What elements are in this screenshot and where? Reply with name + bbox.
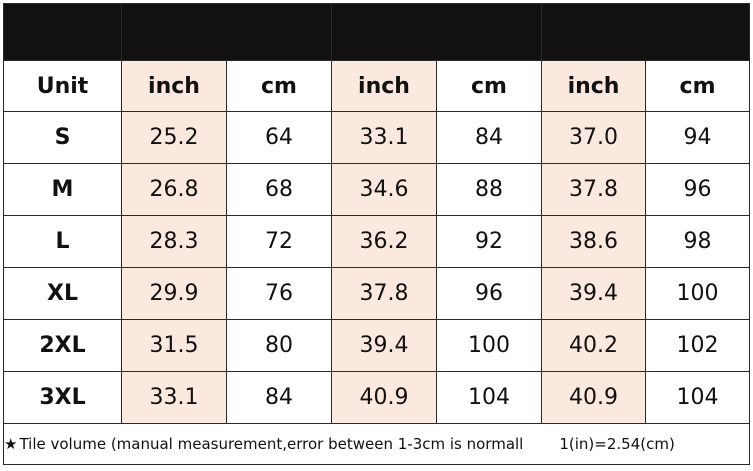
waist-cm-cell: 80 [226, 319, 332, 372]
unit-waist-cm: cm [226, 60, 332, 112]
hip-cm-cell: 84 [435, 111, 543, 164]
waist-inch-cell: 29.9 [121, 267, 227, 320]
unit-hip-inch: inch [331, 60, 437, 112]
unit-length-cm: cm [645, 60, 751, 112]
size-cell: 2XL [3, 319, 122, 372]
size-cell: 3XL [3, 371, 122, 424]
header-row: Size Waist Hip Length [3, 3, 751, 61]
conversion-note: 1(in)=2.54(cm) [559, 435, 675, 453]
hip-inch-cell: 39.4 [331, 319, 437, 372]
hip-inch-cell: 37.8 [331, 267, 437, 320]
waist-inch-cell: 26.8 [121, 163, 227, 216]
unit-length-inch: inch [541, 60, 647, 112]
hip-inch-cell: 33.1 [331, 111, 437, 164]
size-cell: L [3, 215, 122, 268]
hip-inch-cell: 40.9 [331, 371, 437, 424]
length-inch-cell: 37.0 [541, 111, 647, 164]
unit-waist-inch: inch [121, 60, 227, 112]
star-icon: ★ [4, 435, 18, 453]
length-inch-cell: 39.4 [541, 267, 647, 320]
note-cell: ★ Tile volume (manual measurement,error … [2, 423, 751, 465]
table-row: 3XL 33.1 84 40.9 104 40.9 104 [3, 371, 751, 424]
note-row: ★ Tile volume (manual measurement,error … [2, 423, 751, 465]
waist-inch-cell: 31.5 [121, 319, 227, 372]
hip-cm-cell: 92 [435, 215, 543, 268]
waist-cm-cell: 84 [226, 371, 332, 424]
note-text: Tile volume (manual measurement,error be… [19, 435, 524, 453]
length-cm-cell: 94 [645, 111, 751, 164]
length-cm-cell: 102 [645, 319, 751, 372]
table-row: 2XL 31.5 80 39.4 100 40.2 102 [3, 319, 751, 372]
table-row: XL 29.9 76 37.8 96 39.4 100 [3, 267, 751, 320]
length-cm-cell: 96 [645, 163, 751, 216]
length-inch-cell: 40.2 [541, 319, 647, 372]
table-row: M 26.8 68 34.6 88 37.8 96 [3, 163, 751, 216]
hip-cm-cell: 88 [435, 163, 543, 216]
length-inch-cell: 37.8 [541, 163, 647, 216]
size-cell: M [3, 163, 122, 216]
size-cell: XL [3, 267, 122, 320]
length-cm-cell: 104 [645, 371, 751, 424]
waist-cm-cell: 76 [226, 267, 332, 320]
length-cm-cell: 100 [645, 267, 751, 320]
header-waist: Waist [121, 3, 332, 61]
hip-cm-cell: 100 [435, 319, 543, 372]
table-row: S 25.2 64 33.1 84 37.0 94 [3, 111, 751, 164]
header-hip: Hip [330, 3, 543, 61]
unit-row: Unit inch cm inch cm inch cm [3, 60, 751, 112]
length-cm-cell: 98 [645, 215, 751, 268]
waist-cm-cell: 68 [226, 163, 332, 216]
unit-hip-cm: cm [435, 60, 543, 112]
header-length: Length [541, 3, 751, 61]
waist-inch-cell: 25.2 [121, 111, 227, 164]
hip-inch-cell: 34.6 [331, 163, 437, 216]
size-cell: S [3, 111, 122, 164]
header-size: Size [3, 3, 122, 61]
waist-inch-cell: 33.1 [121, 371, 227, 424]
waist-cm-cell: 72 [226, 215, 332, 268]
size-table: Size Waist Hip Length Unit inch cm inch … [2, 3, 751, 465]
waist-cm-cell: 64 [226, 111, 332, 164]
length-inch-cell: 40.9 [541, 371, 647, 424]
hip-inch-cell: 36.2 [331, 215, 437, 268]
length-inch-cell: 38.6 [541, 215, 647, 268]
waist-inch-cell: 28.3 [121, 215, 227, 268]
hip-cm-cell: 96 [435, 267, 543, 320]
unit-label: Unit [3, 60, 122, 112]
hip-cm-cell: 104 [435, 371, 543, 424]
table-row: L 28.3 72 36.2 92 38.6 98 [3, 215, 751, 268]
